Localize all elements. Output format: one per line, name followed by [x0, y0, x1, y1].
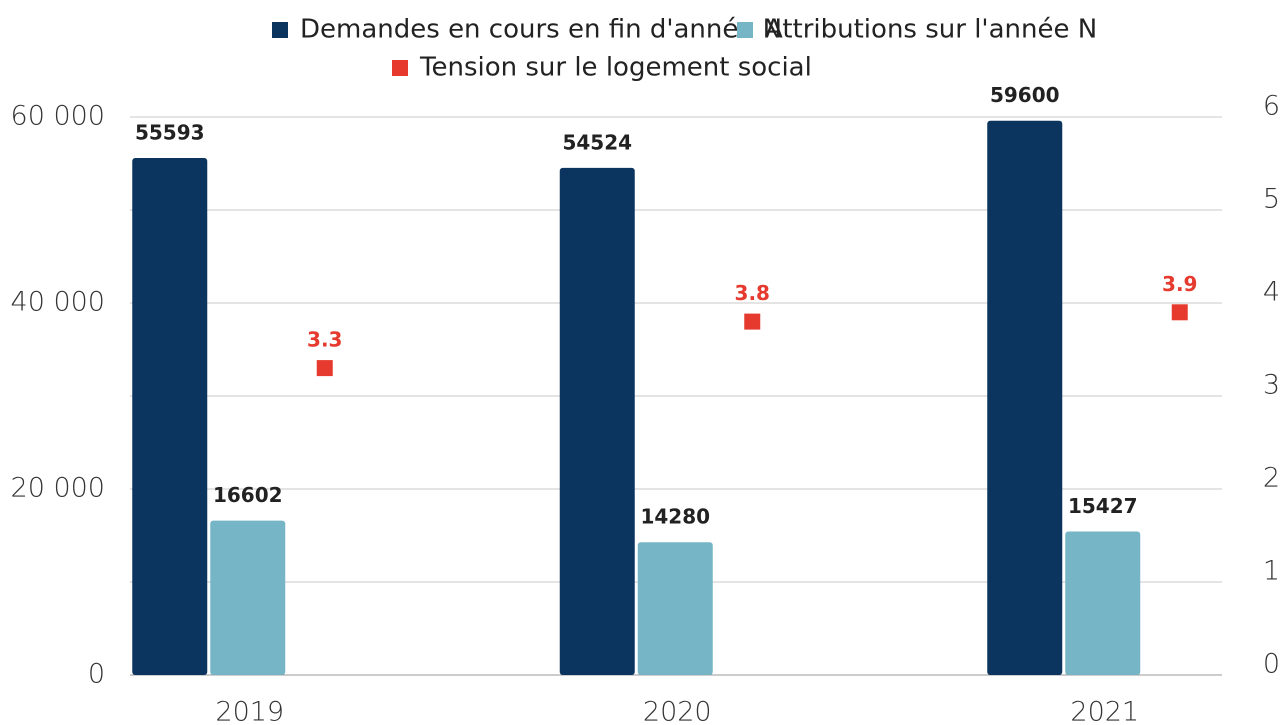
- value-label: 16602: [213, 483, 283, 507]
- x-tick-label: 2021: [1070, 697, 1139, 725]
- y2-tick-label: 3: [1263, 370, 1280, 401]
- y2-tick-label: 4: [1263, 277, 1280, 308]
- legend-swatch: [272, 22, 288, 38]
- y2-tick-label: 5: [1263, 184, 1280, 215]
- value-label: 14280: [640, 505, 710, 529]
- y2-tick-label: 1: [1263, 556, 1280, 587]
- value-label: 3.3: [307, 328, 342, 352]
- legend-label: Tension sur le logement social: [419, 53, 812, 83]
- bar: [987, 120, 1063, 676]
- point: [316, 360, 333, 377]
- legend-swatch: [737, 22, 753, 38]
- value-label: 3.9: [1162, 272, 1197, 296]
- bar: [559, 167, 635, 675]
- y2-tick-label: 0: [1263, 649, 1280, 680]
- legend-swatch: [392, 60, 408, 76]
- x-tick-label: 2019: [215, 697, 284, 725]
- value-label: 3.8: [735, 281, 770, 305]
- point: [744, 313, 761, 330]
- y2-tick-label: 6: [1263, 91, 1280, 122]
- legend-label: Attributions sur l'année N: [765, 15, 1097, 45]
- x-tick-label: 2020: [643, 697, 712, 725]
- bar: [1065, 531, 1141, 675]
- bar: [132, 157, 208, 675]
- y-tick-label: 40 000: [11, 287, 105, 318]
- legend-label: Demandes en cours en fin d'année N: [300, 15, 782, 45]
- y-tick-label: 20 000: [11, 473, 105, 504]
- bar: [210, 520, 286, 675]
- bar: [637, 542, 713, 675]
- value-label: 15427: [1068, 494, 1138, 518]
- value-label: 59600: [990, 83, 1060, 107]
- y2-tick-label: 2: [1263, 463, 1280, 494]
- value-label: 54524: [562, 130, 632, 154]
- value-label: 55593: [135, 120, 205, 144]
- point: [1171, 304, 1188, 321]
- y-tick-label: 60 000: [11, 101, 105, 132]
- y-tick-label: 0: [88, 659, 105, 690]
